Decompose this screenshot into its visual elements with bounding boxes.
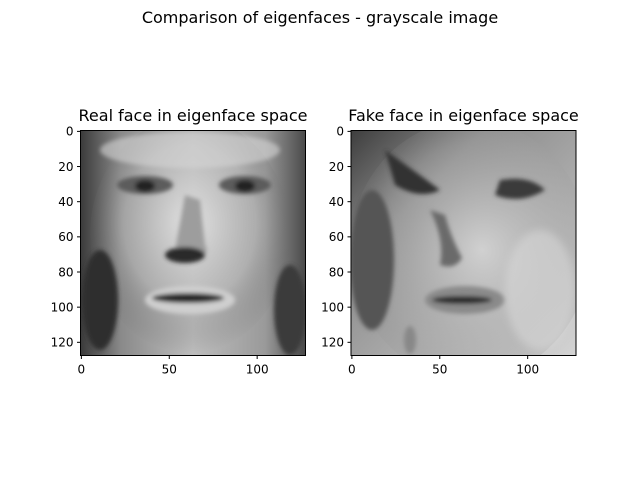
x-tick-label-fake: 50	[432, 363, 447, 377]
y-tick-label-real: 20	[58, 160, 73, 174]
figure-suptitle: Comparison of eigenfaces - grayscale ima…	[142, 8, 498, 27]
y-axis-ticks-fake: 0 20 40 60 80 100 120	[321, 125, 351, 350]
y-tick-label-real: 60	[58, 230, 73, 244]
x-axis-ticks-fake: 0 50 100	[348, 355, 539, 377]
y-tick-label-fake: 120	[321, 336, 344, 350]
y-tick-label-fake: 20	[329, 160, 344, 174]
x-tick-label-real: 50	[162, 363, 177, 377]
y-tick-label-fake: 0	[336, 125, 344, 139]
x-tick-label-real: 100	[246, 363, 269, 377]
axes-frame-real	[80, 130, 306, 356]
y-tick-label-real: 80	[58, 265, 73, 279]
y-tick-label-fake: 100	[321, 300, 344, 314]
y-tick-label-real: 0	[66, 125, 74, 139]
subplot-title-fake: Fake face in eigenface space	[348, 106, 579, 125]
axes-frame-fake	[350, 130, 577, 356]
x-axis-ticks-real: 0 50 100	[78, 355, 269, 377]
y-tick-label-real: 40	[58, 195, 73, 209]
y-axis-ticks-real: 0 20 40 60 80 100 120	[51, 125, 81, 350]
x-tick-label-real: 0	[78, 363, 86, 377]
x-tick-label-fake: 100	[516, 363, 539, 377]
subplot-title-real: Real face in eigenface space	[79, 106, 308, 125]
y-tick-label-real: 100	[51, 300, 74, 314]
fake-face-image	[351, 130, 576, 356]
real-face-image	[80, 130, 306, 356]
y-tick-label-fake: 60	[329, 230, 344, 244]
y-tick-label-fake: 80	[329, 265, 344, 279]
subplot-fake-face: Fake face in eigenface space 0 20 40 60 80 10…	[321, 106, 579, 377]
subplot-real-face: Real face in eigenface space 0 20 40 60 80 10…	[51, 106, 308, 377]
x-tick-label-fake: 0	[348, 363, 356, 377]
y-tick-label-fake: 40	[329, 195, 344, 209]
y-tick-label-real: 120	[51, 336, 74, 350]
